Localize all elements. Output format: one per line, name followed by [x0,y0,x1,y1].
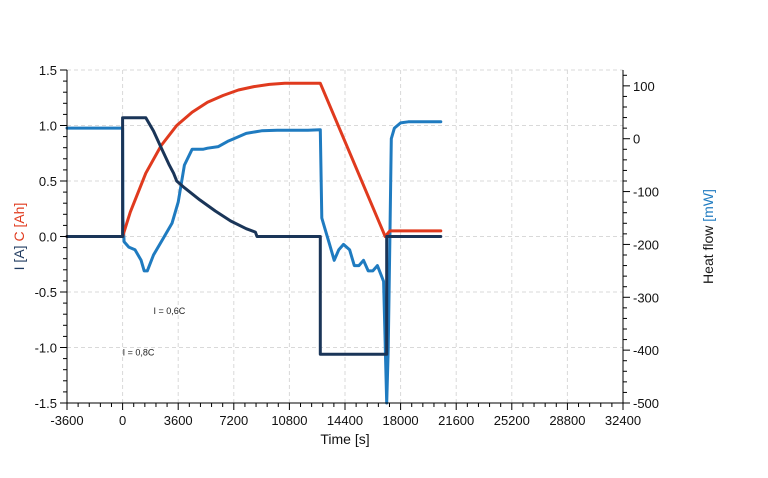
right-tick-label: -400 [633,343,659,358]
x-tick-label: 21600 [438,413,474,428]
labels: -3600 0 3600 7200 10800 14400 18000 21600 25200 2… [11,63,716,447]
x-tick-label: -3600 [50,413,83,428]
annotation: I = 0,6C [153,306,185,316]
annotation: I = 0,8C [123,347,155,357]
right-tick-label: -300 [633,290,659,305]
x-tick-label: 0 [119,413,126,428]
series-layer [65,81,443,405]
x-tick-label: 28800 [549,413,585,428]
left-tick-label: 0.0 [39,230,57,245]
left-tick-label: 1.0 [39,119,57,134]
left-tick-label: 0.5 [39,174,57,189]
x-tick-label: 14400 [327,413,363,428]
right-tick-label: -100 [633,185,659,200]
left-tick-label: -1.0 [35,341,57,356]
right-axis-title-part: [mW] [700,189,716,222]
x-tick-label: 3600 [164,413,193,428]
left-axis-title-part: I [A] [11,245,27,270]
axes [60,69,630,410]
right-tick-label: -200 [633,237,659,252]
left-tick-label: -1.5 [35,396,57,411]
x-tick-label: 7200 [219,413,248,428]
series-line-3 [65,116,443,356]
x-axis-title: Time [s] [320,431,369,447]
left-axis-title-part: C [Ah] [11,203,27,246]
left-axis-title: I [A] C [Ah] [11,203,27,271]
left-tick-label: -0.5 [35,285,57,300]
x-tick-label: 25200 [494,413,530,428]
x-tick-label: 18000 [383,413,419,428]
series-line-1 [65,120,443,405]
right-tick-label: -500 [633,396,659,411]
series-line-2 [65,81,443,238]
left-tick-label: 1.5 [39,63,57,78]
right-axis-title-part: Heat flow [700,222,716,284]
right-tick-label: 100 [633,79,655,94]
right-tick-label: 0 [633,132,640,147]
x-tick-label: 32400 [605,413,641,428]
right-axis-title: Heat flow [mW] [700,189,716,284]
x-tick-label: 10800 [271,413,307,428]
